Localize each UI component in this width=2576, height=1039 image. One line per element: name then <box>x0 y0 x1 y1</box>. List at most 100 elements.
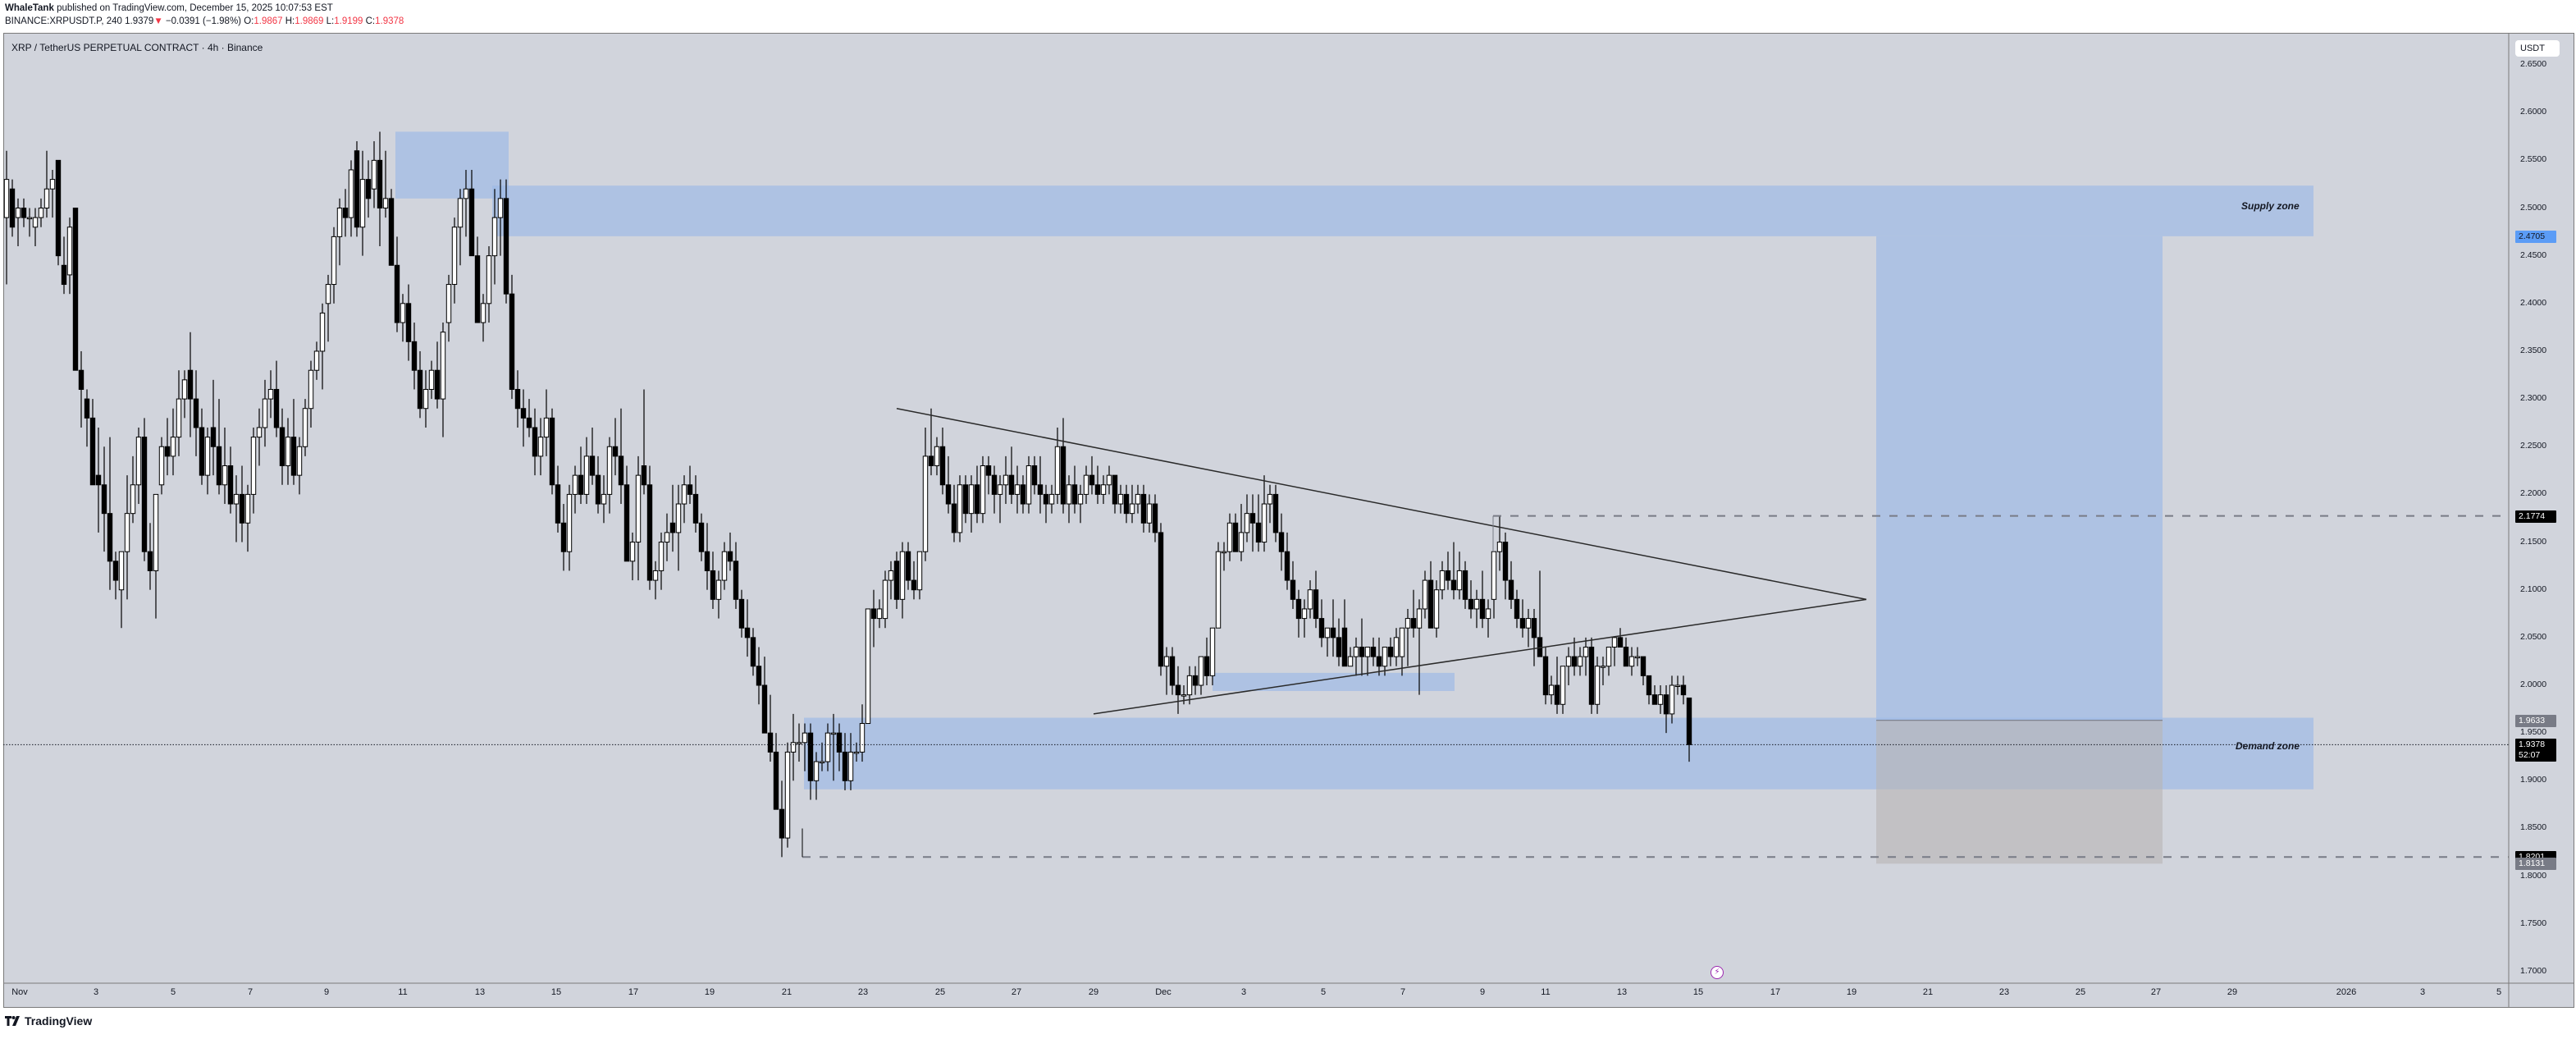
time-tick: 13 <box>474 987 486 997</box>
time-tick: 17 <box>1770 987 1781 997</box>
zone-long-position-target[interactable] <box>1876 236 2163 721</box>
zone-long-position-stop[interactable] <box>1876 720 2163 864</box>
zones-layer <box>395 131 2313 864</box>
high-label: H: <box>285 16 295 26</box>
candle <box>1422 579 1428 610</box>
candle <box>606 446 613 495</box>
published-text: published on TradingView.com, December 1… <box>57 3 333 13</box>
candle <box>1106 474 1112 486</box>
candle <box>78 369 84 390</box>
candle <box>526 417 532 428</box>
candle <box>440 332 446 400</box>
last-price: 1.9379 <box>125 16 154 26</box>
currency-unit-button[interactable]: USDT <box>2515 40 2560 57</box>
candle <box>428 369 435 390</box>
author-name[interactable]: WhaleTank <box>5 3 54 13</box>
candle <box>1531 618 1537 639</box>
candle <box>578 474 584 495</box>
candle <box>819 761 825 764</box>
candle <box>244 493 251 524</box>
candle <box>199 427 205 476</box>
candle <box>348 169 354 218</box>
candle <box>945 484 952 505</box>
price-tag: 1.9378 52:07 <box>2515 739 2556 762</box>
open-value: 1.9867 <box>253 16 283 26</box>
candle <box>331 236 337 286</box>
zone-minor-demand[interactable] <box>1213 672 1455 691</box>
low-value: 1.9199 <box>334 16 363 26</box>
price-tick: 2.1000 <box>2520 584 2547 594</box>
candle <box>1071 484 1078 505</box>
candle <box>1025 465 1032 505</box>
candle <box>583 455 590 495</box>
candle <box>388 198 395 266</box>
price-tick: 2.0500 <box>2520 631 2547 642</box>
candle <box>934 446 940 467</box>
candle <box>1244 513 1250 533</box>
candle <box>250 437 257 495</box>
candle <box>968 484 975 515</box>
candle <box>1169 656 1176 686</box>
candle <box>555 484 561 524</box>
demand-zone-label: Demand zone <box>2236 740 2300 752</box>
candle <box>371 159 377 190</box>
candle <box>1272 493 1279 533</box>
candle <box>227 465 234 505</box>
candle <box>1336 637 1342 657</box>
candle <box>1226 522 1233 552</box>
candle <box>285 437 291 467</box>
candle <box>359 179 366 228</box>
candle <box>807 732 814 781</box>
time-tick: 21 <box>781 987 792 997</box>
lightning-event-icon[interactable]: ⚡ <box>1710 966 1724 979</box>
candle <box>107 513 113 562</box>
candle <box>1663 694 1669 715</box>
candle <box>1542 656 1549 696</box>
candle <box>457 198 464 228</box>
tradingview-logo-icon <box>5 1016 20 1026</box>
publish-info: WhaleTank published on TradingView.com, … <box>5 2 333 14</box>
zone-supply-zone-upper-origin-[interactable] <box>395 131 509 199</box>
candle <box>1163 656 1170 667</box>
candle <box>1020 484 1026 505</box>
candle <box>623 484 630 562</box>
candle <box>1657 694 1664 705</box>
candle <box>43 188 50 209</box>
candle <box>641 465 647 486</box>
zone-supply-zone[interactable] <box>492 185 2313 236</box>
candle <box>767 732 774 753</box>
candle <box>1146 503 1153 524</box>
time-tick: 17 <box>628 987 639 997</box>
time-tick: 5 <box>170 987 176 997</box>
candle <box>445 284 452 323</box>
candle <box>773 751 779 810</box>
candle <box>1037 484 1044 495</box>
candle <box>1640 656 1647 676</box>
candle <box>89 417 96 486</box>
price-tag: 2.1774 <box>2515 510 2556 523</box>
candle <box>1669 684 1675 715</box>
candle <box>1186 675 1193 696</box>
candle <box>434 369 441 400</box>
candle <box>1158 532 1164 667</box>
candle <box>84 398 90 419</box>
candle <box>1456 570 1463 591</box>
candle <box>290 437 297 476</box>
candle <box>1353 646 1359 657</box>
price-tick: 2.1500 <box>2520 536 2547 547</box>
candle <box>1094 484 1101 495</box>
candle <box>974 484 980 515</box>
candle <box>95 474 102 486</box>
candle <box>474 255 481 323</box>
time-tick: 23 <box>1998 987 2010 997</box>
candle <box>1680 684 1687 696</box>
candle <box>635 474 642 543</box>
candle <box>842 751 848 781</box>
candle <box>715 579 722 600</box>
candle <box>1508 579 1514 600</box>
candle <box>824 732 831 762</box>
candle <box>1560 666 1566 705</box>
candle <box>549 417 555 486</box>
candle <box>1192 675 1199 686</box>
